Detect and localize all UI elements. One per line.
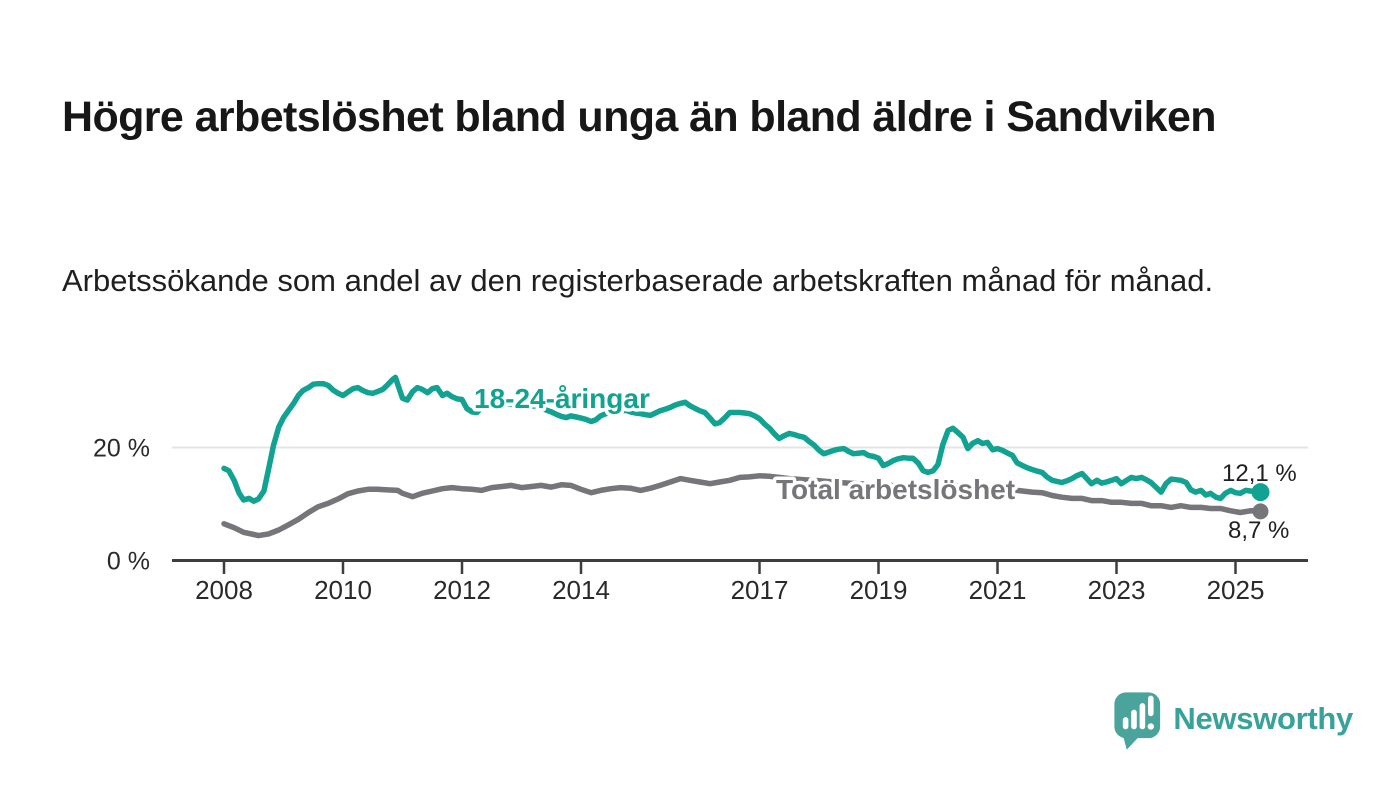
y-tick-label-0: 0 % <box>107 548 150 576</box>
x-tick-label-2010: 2010 <box>314 575 372 605</box>
x-tick-label-2019: 2019 <box>850 575 908 605</box>
page-title: Högre arbetslöshet bland unga än bland ä… <box>62 92 1217 141</box>
series-line-total <box>221 473 1264 539</box>
series-end-dot-youth <box>1251 483 1270 502</box>
end-value-label-youth: 12,1 % <box>1222 460 1297 487</box>
x-tick-label-2012: 2012 <box>433 575 491 605</box>
x-tick-label-2021: 2021 <box>969 575 1027 605</box>
x-tick-label-2023: 2023 <box>1088 575 1146 605</box>
series-line-youth <box>221 374 1264 504</box>
x-tick-label-2025: 2025 <box>1207 575 1265 605</box>
x-tick-label-2008: 2008 <box>195 575 253 605</box>
series-label-total: Total arbetslöshet <box>776 474 1015 505</box>
end-value-label-total: 8,7 % <box>1228 517 1289 544</box>
newsworthy-logo-icon <box>1114 692 1161 750</box>
speech-bubble-bar-chart-icon <box>1114 692 1161 750</box>
x-tick-label-2017: 2017 <box>731 575 789 605</box>
series-label-youth: 18-24-åringar <box>474 383 650 414</box>
y-tick-label-20: 20 % <box>93 435 150 463</box>
brand-name: Newsworthy <box>1173 701 1353 736</box>
newsworthy-branding: Newsworthy <box>1113 684 1353 754</box>
page-subtitle: Arbetssökande som andel av den registerb… <box>62 263 1214 298</box>
series-end-dot-total <box>1252 503 1269 520</box>
x-tick-label-2014: 2014 <box>552 575 610 605</box>
